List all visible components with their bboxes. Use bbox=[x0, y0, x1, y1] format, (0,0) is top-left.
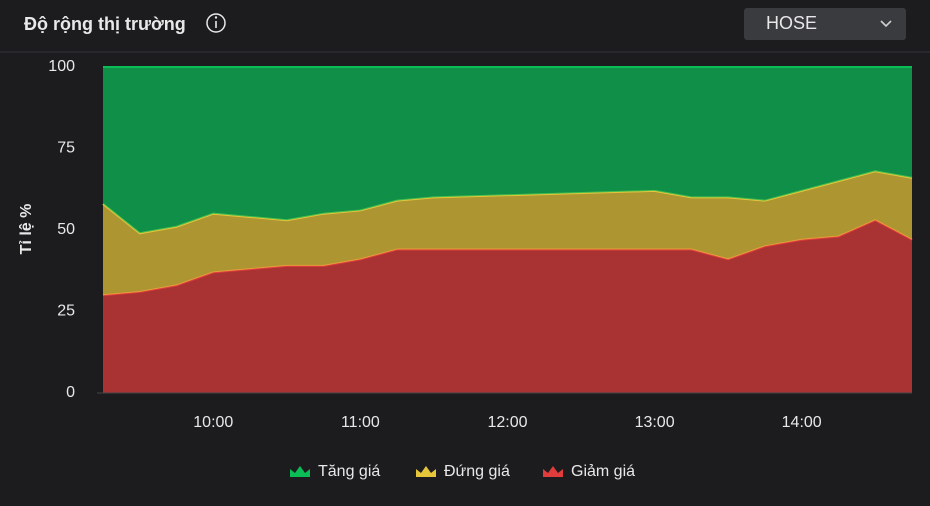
x-tick-label: 12:00 bbox=[487, 414, 527, 431]
legend-marker bbox=[290, 466, 310, 477]
x-tick-label: 14:00 bbox=[782, 414, 822, 431]
dropdown-value: HOSE bbox=[766, 13, 817, 33]
legend-marker bbox=[543, 466, 563, 477]
area bbox=[103, 67, 912, 234]
x-tick-label: 10:00 bbox=[193, 414, 233, 431]
legend-label: Đứng giá bbox=[444, 463, 510, 480]
y-tick-label: 0 bbox=[66, 384, 75, 401]
y-tick-label: 50 bbox=[57, 221, 75, 238]
y-tick-label: 25 bbox=[57, 303, 75, 320]
legend-label: Tăng giá bbox=[318, 463, 380, 480]
legend-label: Giảm giá bbox=[571, 463, 635, 480]
info-icon[interactable] bbox=[206, 13, 226, 33]
y-tick-label: 75 bbox=[57, 140, 75, 157]
area bbox=[103, 171, 912, 296]
x-tick-label: 11:00 bbox=[341, 414, 380, 431]
panel-title: Độ rộng thị trường bbox=[24, 14, 186, 34]
y-tick-label: 100 bbox=[48, 58, 75, 75]
area bbox=[103, 220, 912, 393]
y-axis-label: Tỉ lệ % bbox=[18, 204, 35, 255]
x-tick-label: 13:00 bbox=[635, 414, 675, 431]
exchange-dropdown[interactable]: HOSE bbox=[744, 8, 906, 40]
legend-marker bbox=[416, 466, 436, 477]
